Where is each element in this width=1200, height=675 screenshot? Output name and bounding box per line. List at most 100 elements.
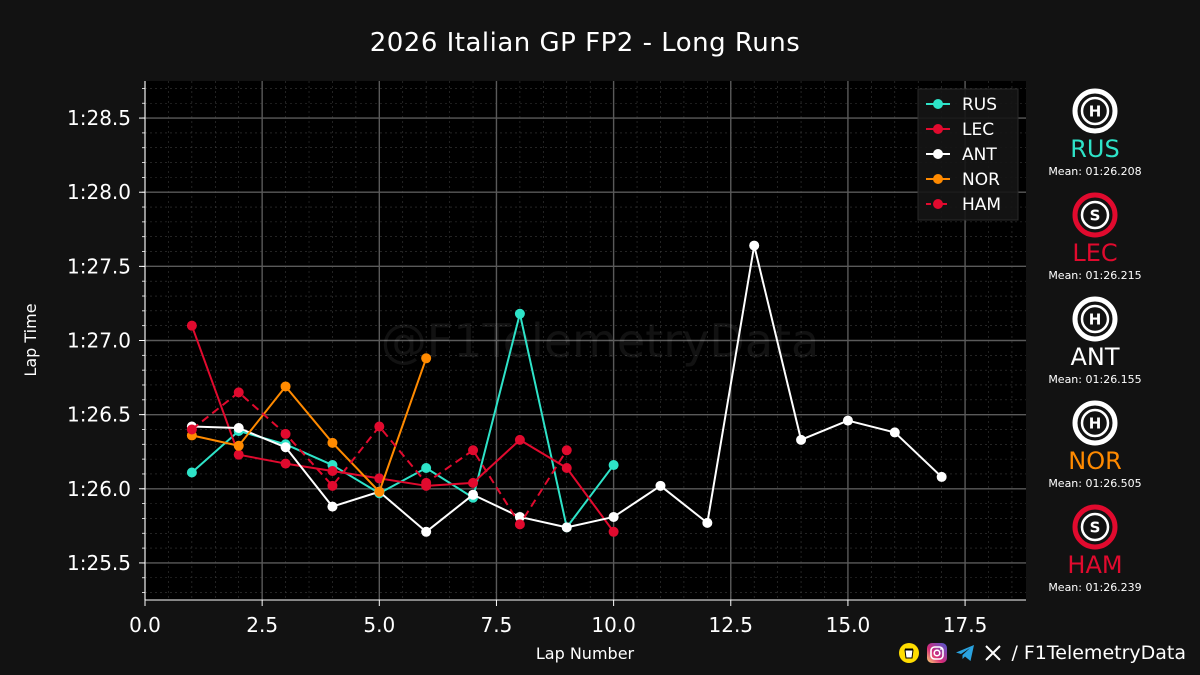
- x-tick-label: 17.5: [943, 613, 988, 637]
- data-point-ant: [889, 427, 900, 438]
- data-point-ant: [608, 511, 619, 522]
- data-point-ant: [280, 442, 291, 453]
- legend-label-nor: NOR: [962, 170, 1000, 190]
- tyre-center: [1080, 512, 1110, 542]
- x-tick-label: 5.0: [363, 613, 395, 637]
- y-tick-label: 1:27.0: [67, 329, 131, 353]
- tyre-letter: H: [1089, 415, 1102, 433]
- chart-title: 2026 Italian GP FP2 - Long Runs: [369, 28, 801, 58]
- driver-card-rus: H RUS Mean: 01:26.208: [1035, 88, 1155, 188]
- footer-handle[interactable]: / F1TelemetryData: [1011, 642, 1186, 664]
- data-point-rus: [608, 460, 619, 471]
- x-tick-label: 10.0: [591, 613, 636, 637]
- data-point-ham: [186, 424, 197, 435]
- data-point-ant: [421, 526, 432, 537]
- legend-label-rus: RUS: [962, 95, 997, 115]
- series-line-lec: [190, 325, 615, 533]
- legend-marker-nor: [933, 174, 943, 184]
- y-tick-label: 1:26.0: [67, 477, 131, 501]
- instagram-icon[interactable]: [927, 643, 948, 663]
- tyre-center: [1080, 408, 1110, 438]
- y-tick-label: 1:27.5: [67, 254, 131, 278]
- driver-mean: Mean: 01:26.155: [1048, 373, 1142, 386]
- driver-code: HAM: [1067, 551, 1123, 579]
- data-point-ant: [468, 489, 479, 500]
- hard-tyre-icon: H: [1072, 296, 1118, 342]
- legend-box: [917, 88, 1019, 221]
- data-point-ant: [749, 240, 760, 251]
- driver-mean: Mean: 01:26.239: [1048, 581, 1142, 594]
- data-point-lec: [561, 463, 572, 474]
- watermark: @F1TelemetryData: [381, 314, 820, 368]
- data-point-ham: [421, 477, 432, 488]
- legend-label-ant: ANT: [962, 145, 997, 165]
- tyre-ring: [1072, 296, 1118, 342]
- tyre-center: [1080, 96, 1110, 126]
- tyre-letter: S: [1090, 207, 1101, 225]
- data-point-ham: [233, 387, 244, 398]
- data-point-ham: [280, 428, 291, 439]
- data-point-ant: [655, 480, 666, 491]
- data-point-nor: [280, 381, 291, 392]
- legend: RUS LEC ANT NOR HAM: [917, 88, 1019, 221]
- data-point-ant: [327, 501, 338, 512]
- tyre-ring: [1072, 192, 1118, 238]
- data-point-ant: [514, 511, 525, 522]
- data-point-nor: [421, 353, 432, 364]
- y-tick-label: 1:28.5: [67, 106, 131, 130]
- driver-code: ANT: [1070, 343, 1120, 371]
- driver-code: LEC: [1072, 239, 1118, 267]
- driver-mean: Mean: 01:26.208: [1048, 165, 1142, 178]
- driver-mean: Mean: 01:26.215: [1048, 269, 1142, 282]
- data-point-nor: [233, 440, 244, 451]
- tyre-letter: S: [1090, 519, 1101, 537]
- data-point-ant: [233, 422, 244, 433]
- data-point-rus: [514, 308, 525, 319]
- buymeacoffee-icon[interactable]: [899, 643, 920, 663]
- data-point-lec: [608, 526, 619, 537]
- data-point-lec: [327, 465, 338, 476]
- x-axis-label: Lap Number: [536, 644, 635, 663]
- driver-card-ham: S HAM Mean: 01:26.239: [1035, 504, 1155, 604]
- data-point-lec: [186, 320, 197, 331]
- x-icon[interactable]: [983, 643, 1003, 663]
- legend-marker-lec: [933, 124, 943, 134]
- soft-tyre-icon: S: [1072, 504, 1118, 550]
- tyre-letter: H: [1089, 311, 1102, 329]
- driver-card-lec: S LEC Mean: 01:26.215: [1035, 192, 1155, 292]
- tyre-center: [1080, 200, 1110, 230]
- legend-label-ham: HAM: [962, 195, 1001, 215]
- legend-marker-rus: [933, 99, 943, 109]
- driver-code: NOR: [1068, 447, 1122, 475]
- data-point-nor: [327, 437, 338, 448]
- hard-tyre-icon: H: [1072, 400, 1118, 446]
- tyre-letter: H: [1089, 103, 1102, 121]
- tyre-ring: [1072, 400, 1118, 446]
- driver-card-ant: H ANT Mean: 01:26.155: [1035, 296, 1155, 396]
- tyre-ring: [1072, 504, 1118, 550]
- data-point-lec: [514, 434, 525, 445]
- data-point-ant: [796, 434, 807, 445]
- x-tick-label: 2.5: [246, 613, 278, 637]
- data-point-lec: [468, 477, 479, 488]
- data-point-lec: [233, 449, 244, 460]
- series-line-nor: [191, 357, 428, 493]
- x-tick-label: 0.0: [129, 613, 161, 637]
- series-layer: [186, 240, 947, 537]
- x-tick-label: 12.5: [709, 613, 754, 637]
- hard-tyre-icon: H: [1072, 88, 1118, 134]
- data-point-ant: [702, 517, 713, 528]
- data-point-rus: [421, 463, 432, 474]
- tyre-center: [1080, 304, 1110, 334]
- telegram-icon[interactable]: [955, 643, 975, 663]
- data-point-rus: [186, 467, 197, 478]
- y-tick-label: 1:26.5: [67, 403, 131, 427]
- data-point-ant: [561, 522, 572, 533]
- data-point-ant: [842, 415, 853, 426]
- y-tick-label: 1:25.5: [67, 551, 131, 575]
- data-point-ant: [936, 471, 947, 482]
- x-tick-label: 15.0: [826, 613, 871, 637]
- y-axis-label: Lap Time: [21, 303, 40, 376]
- tyre-ring: [1072, 88, 1118, 134]
